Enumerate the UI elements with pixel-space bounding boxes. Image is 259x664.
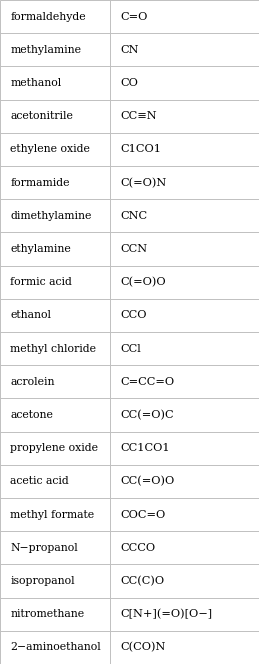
Text: formamide: formamide: [10, 177, 70, 188]
Text: propylene oxide: propylene oxide: [10, 443, 98, 454]
Text: CO: CO: [120, 78, 138, 88]
Text: CCCO: CCCO: [120, 542, 156, 553]
Text: CC(=O)C: CC(=O)C: [120, 410, 174, 420]
Text: CC(=O)O: CC(=O)O: [120, 476, 175, 487]
Text: CCO: CCO: [120, 310, 147, 321]
Text: CNC: CNC: [120, 210, 148, 221]
Text: formaldehyde: formaldehyde: [10, 11, 86, 22]
Text: COC=O: COC=O: [120, 509, 166, 520]
Text: N−propanol: N−propanol: [10, 542, 78, 553]
Text: C=CC=O: C=CC=O: [120, 376, 175, 387]
Text: acrolein: acrolein: [10, 376, 55, 387]
Text: 2−aminoethanol: 2−aminoethanol: [10, 642, 101, 653]
Text: C1CO1: C1CO1: [120, 144, 161, 155]
Text: dimethylamine: dimethylamine: [10, 210, 92, 221]
Text: CCl: CCl: [120, 343, 141, 354]
Text: isopropanol: isopropanol: [10, 576, 75, 586]
Text: methanol: methanol: [10, 78, 62, 88]
Text: formic acid: formic acid: [10, 277, 72, 288]
Text: ethylene oxide: ethylene oxide: [10, 144, 90, 155]
Text: CN: CN: [120, 44, 139, 55]
Text: CC≡N: CC≡N: [120, 111, 157, 122]
Text: C=O: C=O: [120, 11, 148, 22]
Text: C(CO)N: C(CO)N: [120, 642, 166, 653]
Text: CCN: CCN: [120, 244, 148, 254]
Text: ethanol: ethanol: [10, 310, 51, 321]
Text: acetic acid: acetic acid: [10, 476, 69, 487]
Text: nitromethane: nitromethane: [10, 609, 84, 620]
Text: CC1CO1: CC1CO1: [120, 443, 170, 454]
Text: methylamine: methylamine: [10, 44, 81, 55]
Text: C[N+](=O)[O−]: C[N+](=O)[O−]: [120, 609, 213, 620]
Text: acetone: acetone: [10, 410, 53, 420]
Text: CC(C)O: CC(C)O: [120, 576, 164, 586]
Text: methyl chloride: methyl chloride: [10, 343, 96, 354]
Text: acetonitrile: acetonitrile: [10, 111, 73, 122]
Text: methyl formate: methyl formate: [10, 509, 95, 520]
Text: C(=O)N: C(=O)N: [120, 177, 167, 188]
Text: C(=O)O: C(=O)O: [120, 277, 166, 288]
Text: ethylamine: ethylamine: [10, 244, 71, 254]
